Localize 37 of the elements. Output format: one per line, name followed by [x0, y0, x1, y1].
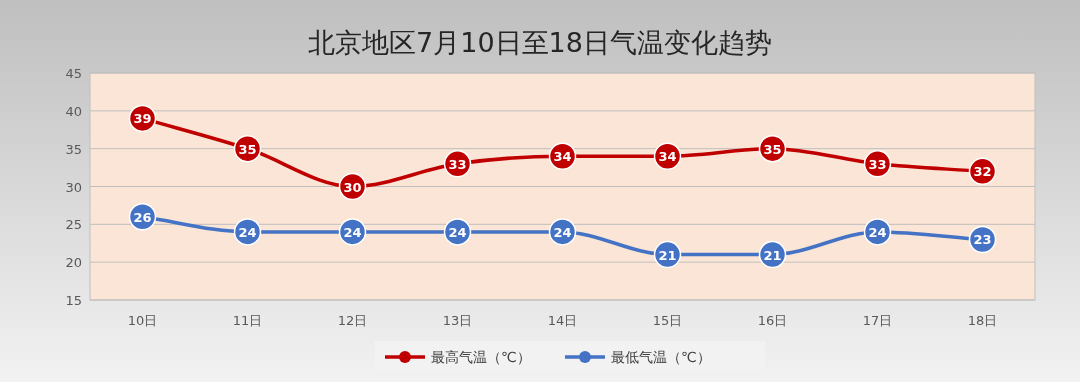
data-label: 23: [973, 232, 992, 248]
data-label: 32: [973, 164, 992, 180]
data-label: 39: [133, 111, 152, 127]
y-tick-label: 40: [65, 103, 82, 119]
legend-label: 最高气温（℃）: [431, 349, 531, 365]
x-tick-label: 10日: [127, 313, 158, 328]
data-label: 24: [448, 224, 467, 240]
y-tick-label: 35: [65, 141, 82, 157]
data-label: 26: [133, 209, 152, 225]
y-tick-label: 20: [65, 255, 82, 271]
data-label: 33: [868, 156, 887, 172]
y-tick-label: 30: [65, 179, 82, 195]
data-label: 24: [343, 224, 362, 240]
x-tick-label: 18日: [967, 313, 998, 328]
legend-label: 最低气温（℃）: [611, 349, 711, 365]
y-tick-label: 45: [65, 66, 82, 81]
data-label: 21: [658, 247, 677, 263]
data-label: 24: [868, 224, 887, 240]
x-tick-label: 16日: [757, 313, 788, 328]
data-label: 30: [343, 179, 362, 195]
data-label: 35: [238, 141, 257, 157]
data-label: 33: [448, 156, 467, 172]
y-tick-label: 15: [65, 293, 82, 308]
y-tick-label: 25: [65, 217, 82, 233]
data-label: 34: [658, 149, 677, 165]
x-tick-label: 14日: [547, 313, 578, 328]
data-label: 34: [553, 149, 572, 165]
x-tick-label: 11日: [232, 313, 263, 328]
x-tick-label: 13日: [442, 313, 473, 328]
data-label: 24: [238, 224, 257, 240]
data-label: 35: [763, 141, 782, 157]
data-label: 21: [763, 247, 782, 263]
data-label: 24: [553, 224, 572, 240]
chart-title: 北京地区7月10日至18日气温变化趋势: [308, 27, 772, 58]
x-tick-label: 17日: [862, 313, 893, 328]
x-tick-label: 15日: [652, 313, 683, 328]
x-tick-label: 12日: [337, 313, 368, 328]
